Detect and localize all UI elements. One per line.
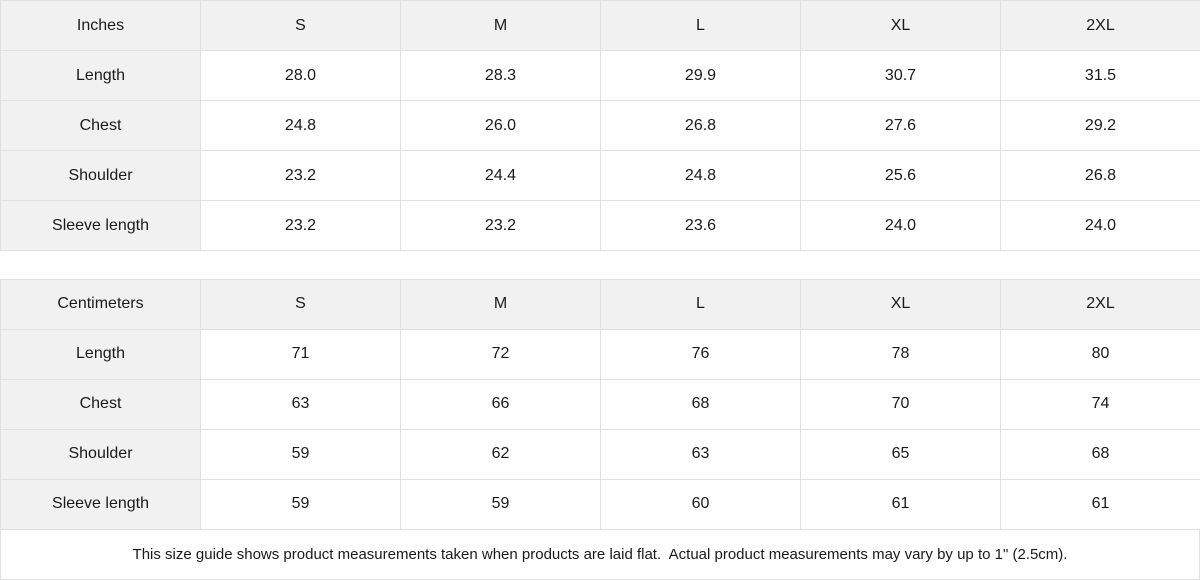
column-header-2xl: 2XL: [1000, 278, 1200, 330]
cell-inches-shoulder-2xl: 26.8: [1000, 150, 1200, 201]
cell-inches-length-m: 28.3: [400, 50, 601, 101]
footer-row: This size guide shows product measuremen…: [0, 529, 1200, 580]
column-header-s: S: [200, 0, 401, 51]
cell-inches-shoulder-s: 23.2: [200, 150, 401, 201]
cell-inches-length-2xl: 31.5: [1000, 50, 1200, 101]
cell-inches-sleeve-xl: 24.0: [800, 200, 1001, 251]
cell-inches-length-s: 28.0: [200, 50, 401, 101]
cell-inches-chest-2xl: 29.2: [1000, 100, 1200, 151]
cell-inches-shoulder-xl: 25.6: [800, 150, 1001, 201]
cell-inches-shoulder-m: 24.4: [400, 150, 601, 201]
size-guide-footer: This size guide shows product measuremen…: [0, 529, 1200, 580]
column-header-m: M: [400, 0, 601, 51]
row-label-shoulder: Shoulder: [0, 428, 201, 480]
column-header-xl: XL: [800, 278, 1001, 330]
column-header-s: S: [200, 278, 401, 330]
unit-label-inches: Inches: [0, 0, 201, 51]
table-row: Sleeve length 23.2 23.2 23.6 24.0 24.0: [0, 200, 1200, 251]
table-row: Length 71 72 76 78 80: [0, 328, 1200, 380]
footer-note-text: This size guide shows product measuremen…: [0, 529, 1200, 580]
cell-cm-sleeve-2xl: 61: [1000, 478, 1200, 530]
row-label-length: Length: [0, 50, 201, 101]
cell-cm-chest-m: 66: [400, 378, 601, 430]
cell-cm-sleeve-m: 59: [400, 478, 601, 530]
table-row: Length 28.0 28.3 29.9 30.7 31.5: [0, 50, 1200, 101]
size-table-centimeters: Centimeters S M L XL 2XL Length 71 72 76…: [0, 278, 1200, 530]
cell-cm-sleeve-l: 60: [600, 478, 801, 530]
cell-cm-shoulder-2xl: 68: [1000, 428, 1200, 480]
cell-cm-sleeve-s: 59: [200, 478, 401, 530]
cell-inches-length-l: 29.9: [600, 50, 801, 101]
cell-inches-chest-s: 24.8: [200, 100, 401, 151]
column-header-l: L: [600, 278, 801, 330]
cell-cm-chest-2xl: 74: [1000, 378, 1200, 430]
cell-cm-shoulder-m: 62: [400, 428, 601, 480]
column-header-xl: XL: [800, 0, 1001, 51]
cell-cm-length-2xl: 80: [1000, 328, 1200, 380]
row-label-chest: Chest: [0, 100, 201, 151]
table-row: Chest 24.8 26.0 26.8 27.6 29.2: [0, 100, 1200, 151]
row-label-sleeve-length: Sleeve length: [0, 200, 201, 251]
cell-cm-shoulder-s: 59: [200, 428, 401, 480]
cell-cm-chest-xl: 70: [800, 378, 1001, 430]
cell-cm-sleeve-xl: 61: [800, 478, 1001, 530]
table-row: Shoulder 59 62 63 65 68: [0, 428, 1200, 480]
unit-label-centimeters: Centimeters: [0, 278, 201, 330]
table-row: Chest 63 66 68 70 74: [0, 378, 1200, 430]
column-header-l: L: [600, 0, 801, 51]
row-label-shoulder: Shoulder: [0, 150, 201, 201]
cell-cm-chest-s: 63: [200, 378, 401, 430]
table-header-row: Inches S M L XL 2XL: [0, 0, 1200, 51]
cell-inches-chest-m: 26.0: [400, 100, 601, 151]
cell-inches-shoulder-l: 24.8: [600, 150, 801, 201]
row-label-sleeve-length: Sleeve length: [0, 478, 201, 530]
table-row: Shoulder 23.2 24.4 24.8 25.6 26.8: [0, 150, 1200, 201]
column-header-2xl: 2XL: [1000, 0, 1200, 51]
cell-inches-length-xl: 30.7: [800, 50, 1001, 101]
cell-cm-length-xl: 78: [800, 328, 1001, 380]
cell-inches-sleeve-s: 23.2: [200, 200, 401, 251]
size-table-inches: Inches S M L XL 2XL Length 28.0 28.3 29.…: [0, 0, 1200, 251]
column-header-m: M: [400, 278, 601, 330]
cell-cm-length-s: 71: [200, 328, 401, 380]
cell-inches-sleeve-2xl: 24.0: [1000, 200, 1200, 251]
row-label-length: Length: [0, 328, 201, 380]
table-header-row: Centimeters S M L XL 2XL: [0, 278, 1200, 330]
row-label-chest: Chest: [0, 378, 201, 430]
cell-cm-length-l: 76: [600, 328, 801, 380]
cell-cm-shoulder-l: 63: [600, 428, 801, 480]
cell-cm-length-m: 72: [400, 328, 601, 380]
cell-inches-sleeve-l: 23.6: [600, 200, 801, 251]
table-separator-gap: [0, 251, 1200, 279]
cell-inches-chest-l: 26.8: [600, 100, 801, 151]
cell-inches-chest-xl: 27.6: [800, 100, 1001, 151]
cell-cm-chest-l: 68: [600, 378, 801, 430]
cell-cm-shoulder-xl: 65: [800, 428, 1001, 480]
table-row: Sleeve length 59 59 60 61 61: [0, 478, 1200, 530]
cell-inches-sleeve-m: 23.2: [400, 200, 601, 251]
